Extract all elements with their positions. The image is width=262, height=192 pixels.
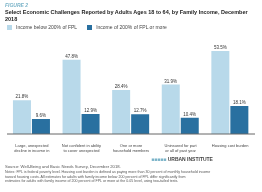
svg-text:9.6%: 9.6%: [36, 113, 46, 118]
svg-text:One or morehousehold membersha: One or morehousehold membershave a disab…: [113, 143, 149, 154]
html-text:■■■■■ URBAN INSTITUTE: ■■■■■ URBAN INSTITUTE: [151, 156, 213, 162]
svg-text:47.8%: 47.8%: [65, 54, 78, 59]
svg-text:Uninsured for partor all of pa: Uninsured for partor all of past year: [165, 143, 198, 153]
html-text:Notes: FPL is federal poverty: Notes: FPL is federal poverty level. Hou…: [5, 170, 211, 184]
html-text:FIGURE 2: FIGURE 2: [5, 2, 29, 8]
svg-text:18.1%: 18.1%: [233, 100, 246, 105]
svg-text:28.4%: 28.4%: [115, 84, 128, 89]
svg-text:12.9%: 12.9%: [84, 108, 97, 113]
svg-text:12.7%: 12.7%: [134, 108, 147, 113]
html-text:Source: Well-Being and Basic N: Source: Well-Being and Basic Needs Surve…: [5, 164, 121, 169]
svg-text:Large, unexpecteddecline in in: Large, unexpecteddecline in income inpas…: [14, 143, 49, 154]
svg-text:Not confident in abilityto cov: Not confident in abilityto cover unexpec…: [62, 143, 101, 154]
html-text:Select Economic Challenges Rep: Select Economic Challenges Reported by A…: [5, 9, 248, 22]
svg-text:31.9%: 31.9%: [164, 79, 177, 84]
svg-text:53.5%: 53.5%: [214, 45, 227, 50]
svg-text:10.4%: 10.4%: [183, 112, 196, 117]
svg-text:21.8%: 21.8%: [16, 94, 29, 99]
html-text:Income of 200% of FPL or more: Income of 200% of FPL or more: [96, 24, 167, 30]
html-text:Income below 200% of FPL: Income below 200% of FPL: [16, 24, 78, 30]
svg-text:Housing cost burden: Housing cost burden: [212, 143, 249, 148]
